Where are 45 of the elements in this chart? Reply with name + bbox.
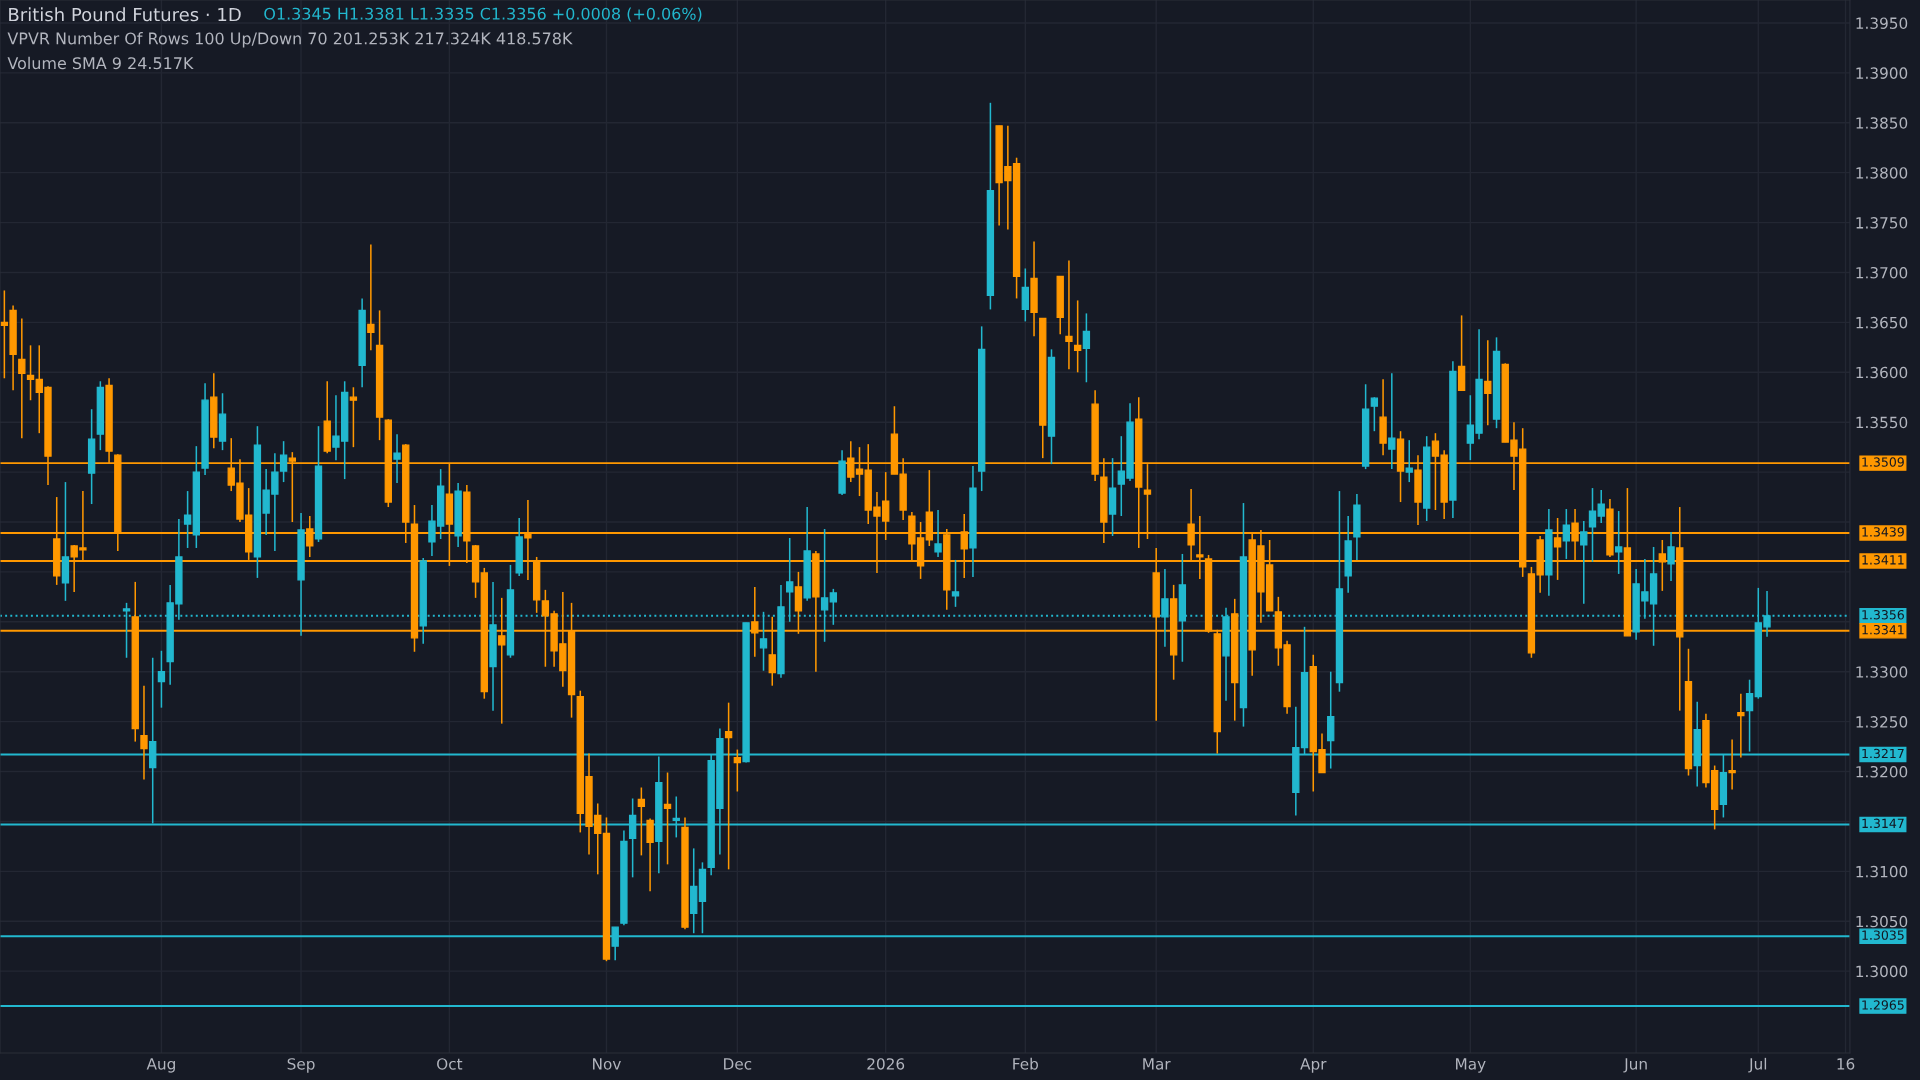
y-tick-label: 1.3050	[1856, 915, 1908, 928]
y-tick-label: 1.3250	[1856, 716, 1908, 728]
candlestick	[393, 433, 401, 484]
x-tick-label: 16	[1837, 1058, 1855, 1070]
y-tick-label: 1.3850	[1856, 117, 1908, 129]
x-tick-label: Sep	[287, 1058, 315, 1073]
candlestick	[951, 559, 960, 608]
x-tick-label: Aug	[146, 1058, 175, 1073]
ref-line-label: 1.3356	[1862, 610, 1904, 620]
ref-line-label: 1.3411	[1862, 555, 1904, 565]
ref-line-label: 1.3341	[1862, 624, 1904, 635]
x-tick-label: Mar	[1143, 1058, 1171, 1070]
x-tick-label: Dec	[724, 1058, 752, 1070]
chart-title: British Pound Futures · 1D	[9, 7, 241, 22]
y-tick-label: 1.3200	[1856, 766, 1908, 778]
y-tick-label: 1.3900	[1856, 67, 1908, 79]
x-tick-label: Oct	[437, 1058, 463, 1070]
y-tick-label: 1.3700	[1856, 266, 1908, 279]
x-tick-label: Apr	[1300, 1058, 1327, 1073]
x-tick-label: May	[1456, 1058, 1486, 1073]
annotation: O1.3345 H1.3381 L1.3335 C1.3356 +0.0008 (+0.06%)	[264, 7, 702, 22]
candlestick	[1615, 510, 1623, 575]
y-tick-label: 1.3950	[1856, 17, 1908, 29]
x-tick-label: Jul	[1748, 1057, 1767, 1073]
x-tick-label: Jun	[1623, 1058, 1647, 1073]
ref-line-label: 1.3035	[1862, 930, 1904, 940]
y-tick-label: 1.3750	[1856, 217, 1908, 229]
annotation: VPVR Number Of Rows 100 Up/Down 70 201.253K 217.324K 418.578K	[7, 32, 573, 48]
x-tick-label: 2026	[867, 1058, 905, 1070]
ref-line-label: 1.3217	[1862, 748, 1904, 759]
ref-line-label: 1.3439	[1862, 527, 1904, 537]
ref-line-label: 1.2965	[1862, 1000, 1904, 1010]
annotation: Volume SMA 9 24.517K	[7, 56, 194, 70]
y-tick-label: 1.3600	[1856, 366, 1908, 379]
y-tick-label: 1.3300	[1856, 666, 1908, 678]
y-tick-label: 1.3800	[1856, 167, 1908, 179]
x-tick-label: Nov	[593, 1058, 621, 1070]
x-tick-label: Feb	[1013, 1057, 1038, 1070]
y-tick-label: 1.3100	[1856, 865, 1908, 878]
y-tick-label: 1.3000	[1856, 965, 1908, 978]
candlestick	[934, 509, 942, 558]
y-tick-label: 1.3550	[1856, 416, 1908, 429]
y-tick-label: 1.3650	[1856, 316, 1908, 329]
ref-line-label: 1.3509	[1862, 457, 1904, 467]
ref-line-label: 1.3147	[1862, 818, 1904, 829]
